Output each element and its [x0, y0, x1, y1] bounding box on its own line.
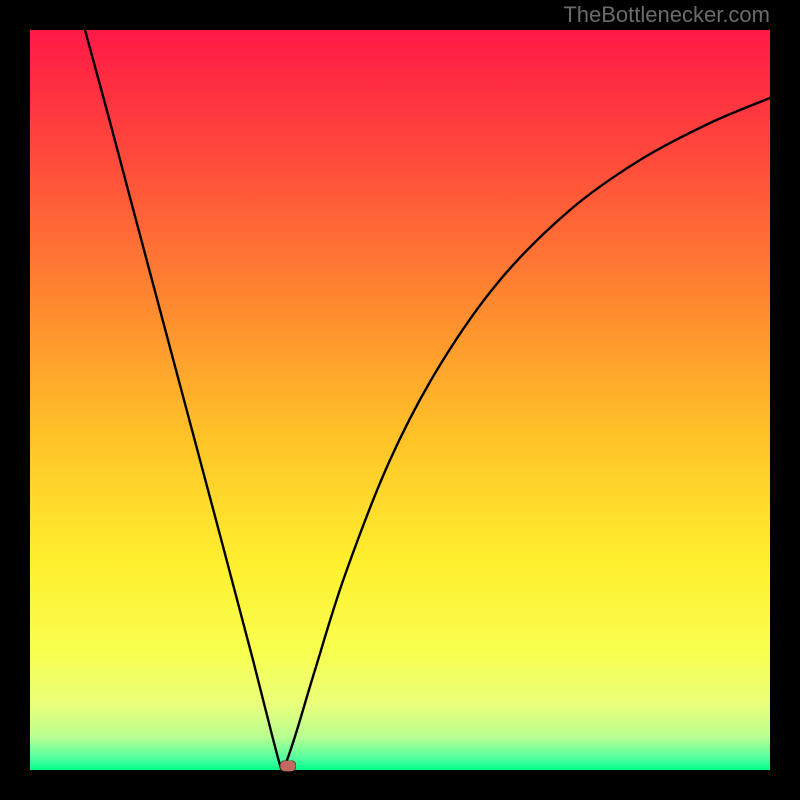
- optimal-marker-rect: [280, 761, 296, 772]
- watermark-text: TheBottlenecker.com: [563, 2, 770, 28]
- optimal-marker: [280, 761, 296, 772]
- chart-container: TheBottlenecker.com: [0, 0, 800, 800]
- gradient-background: [30, 30, 770, 770]
- plot-svg: [30, 30, 770, 770]
- plot-area: [30, 30, 770, 770]
